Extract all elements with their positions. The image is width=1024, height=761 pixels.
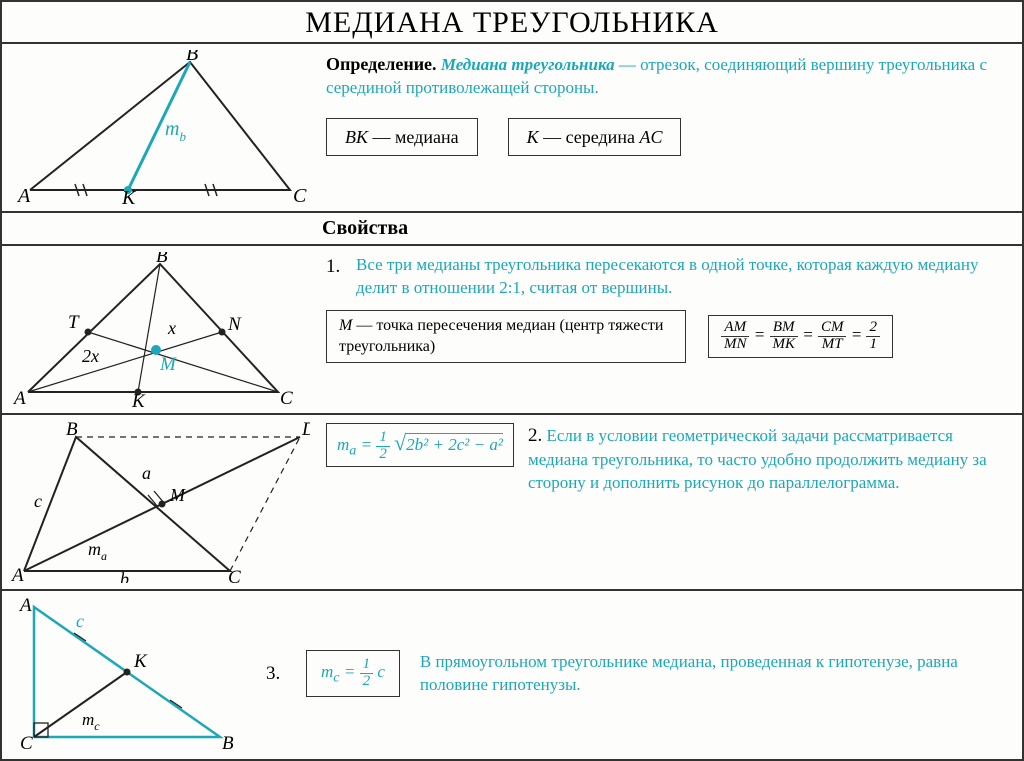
- svg-text:2x: 2x: [82, 346, 99, 366]
- property-1-content: 1. Все три медианы треугольника пересека…: [312, 246, 1022, 413]
- svg-text:T: T: [68, 312, 80, 333]
- property-3-content: 3. mc = 12 c В прямоугольном треугольник…: [252, 591, 1022, 758]
- svg-text:N: N: [227, 314, 242, 335]
- svg-text:A: A: [16, 185, 31, 205]
- svg-text:C: C: [280, 388, 293, 407]
- property-2-row: A B C D M a b c ma ma = 12 √2b² + 2c² − …: [2, 415, 1022, 591]
- definition-boxes: BK — медиана K — середина AC: [326, 118, 1008, 156]
- svg-text:K: K: [133, 651, 148, 672]
- svg-text:A: A: [18, 597, 32, 616]
- svg-text:C: C: [293, 185, 307, 205]
- definition-label: Определение.: [326, 54, 437, 74]
- triangle-median-svg: A K C B mb: [10, 50, 310, 205]
- prop1-num: 1.: [326, 254, 346, 280]
- svg-text:B: B: [156, 252, 168, 267]
- diagram-3: A B C D M a b c ma: [2, 415, 312, 589]
- median-formula-box: ma = 12 √2b² + 2c² − a²: [326, 423, 514, 467]
- prop1-boxes: M — точка пересечения медиан (центр тяже…: [326, 310, 1008, 363]
- svg-text:mb: mb: [165, 118, 186, 144]
- diagram-4: A C B K c mc: [2, 591, 252, 758]
- diagram-2: A K C B T N M x 2x: [2, 246, 312, 413]
- centroid-box: M — точка пересечения медиан (центр тяже…: [326, 310, 686, 363]
- prop3-num: 3.: [266, 661, 286, 687]
- property-2-content: ma = 12 √2b² + 2c² − a² 2. Если в услови…: [312, 415, 1022, 589]
- prop3-text: В прямоугольном треугольнике медиана, пр…: [420, 651, 1008, 697]
- svg-text:M: M: [159, 354, 177, 375]
- svg-text:M: M: [169, 485, 186, 505]
- box-k: K — середина AC: [508, 118, 682, 156]
- properties-title: Свойства: [322, 217, 408, 239]
- parallelogram-svg: A B C D M a b c ma: [10, 421, 310, 583]
- svg-text:a: a: [142, 463, 151, 483]
- title-row: МЕДИАНА ТРЕУГОЛЬНИКА: [2, 2, 1022, 44]
- prop2-text: Если в условии геометрической задачи рас…: [528, 426, 987, 492]
- ratio-box: AMMN = BMMK = CMMT = 21: [708, 315, 893, 358]
- svg-text:c: c: [76, 611, 84, 631]
- k-text: — середина: [539, 127, 640, 147]
- property-3-row: A C B K c mc 3. mc = 12 c В прямоугольно…: [2, 591, 1022, 758]
- properties-header: Свойства: [2, 213, 1022, 246]
- page: МЕДИАНА ТРЕУГОЛЬНИКА A K C B mb Оп: [0, 0, 1024, 761]
- svg-text:B: B: [186, 50, 198, 65]
- m-var: M: [339, 317, 352, 334]
- svg-text:mc: mc: [82, 710, 100, 733]
- svg-text:K: K: [131, 391, 146, 407]
- definition-term: Медиана треугольника: [441, 55, 615, 74]
- prop1-text: Все три медианы треугольника пересекаютс…: [356, 254, 1008, 300]
- k-var: K: [527, 127, 539, 147]
- svg-text:A: A: [12, 388, 26, 407]
- svg-text:B: B: [66, 421, 78, 440]
- m-text: — точка пересечения медиан (центр тяжест…: [339, 317, 663, 356]
- svg-text:b: b: [120, 569, 129, 583]
- svg-text:C: C: [228, 567, 241, 583]
- box-bk: BK — медиана: [326, 118, 478, 156]
- centroid-svg: A K C B T N M x 2x: [10, 252, 300, 407]
- bk-var: BK: [345, 127, 368, 147]
- svg-text:A: A: [10, 565, 24, 583]
- prop2-num: 2.: [528, 425, 542, 446]
- prop3-formula-box: mc = 12 c: [306, 650, 400, 697]
- diagram-1: A K C B mb: [2, 44, 312, 211]
- svg-text:C: C: [20, 733, 33, 752]
- svg-text:x: x: [167, 318, 176, 338]
- svg-text:B: B: [222, 733, 234, 752]
- bk-text: — медиана: [368, 127, 459, 147]
- k-var2: AC: [639, 127, 662, 147]
- property-1-row: A K C B T N M x 2x 1. Все три медианы тр…: [2, 246, 1022, 415]
- svg-text:D: D: [301, 421, 310, 440]
- definition-row: A K C B mb Определение. Медиана треуголь…: [2, 44, 1022, 213]
- right-triangle-svg: A C B K c mc: [10, 597, 240, 752]
- page-title: МЕДИАНА ТРЕУГОЛЬНИКА: [2, 6, 1022, 40]
- svg-text:ma: ma: [88, 539, 107, 563]
- svg-text:c: c: [34, 491, 42, 511]
- svg-text:K: K: [121, 187, 137, 205]
- definition-content: Определение. Медиана треугольника — отре…: [312, 44, 1022, 211]
